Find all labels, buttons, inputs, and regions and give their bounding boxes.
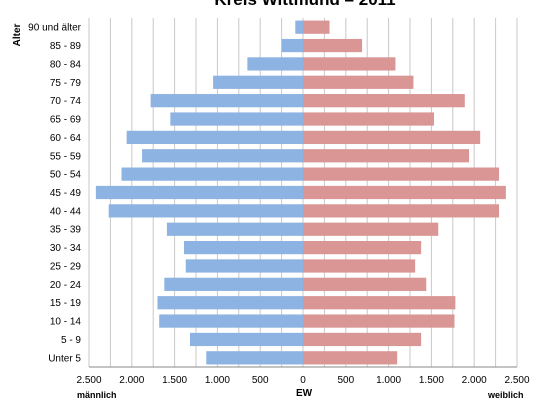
bar-male [166,222,303,236]
x-tick-label: 1.000 [376,375,401,386]
bar-female [303,240,422,255]
y-tick-label: 20 - 24 [50,280,82,291]
bar-male [142,149,303,163]
female-label: weiblich [487,390,524,400]
bar-male [108,204,303,218]
y-tick-label: 15 - 19 [50,298,82,309]
bar-male [95,185,304,200]
chart-title: Kreis Wittmund – 2011 [214,0,395,9]
bar-male [295,20,303,34]
x-tick-label: 1.500 [419,375,444,386]
bar-male [126,130,303,145]
bar-female [303,112,434,126]
y-tick-label: 45 - 49 [50,188,82,199]
y-tick-label: 75 - 79 [50,78,82,89]
bar-female [303,185,506,200]
male-label: männlich [77,390,117,400]
bar-male [159,314,303,328]
x-tick-label: 500 [337,375,354,386]
x-tick-label: 2.500 [504,375,529,386]
bar-male [190,332,303,347]
y-tick-label: 70 - 74 [50,96,82,107]
bar-female [303,204,500,218]
y-tick-label: 80 - 84 [50,59,82,70]
bar-female [303,222,439,236]
bar-female [303,94,465,108]
bar-female [303,20,330,34]
bar-female [303,38,363,53]
y-tick-label: 55 - 59 [50,151,82,162]
y-tick-label: 85 - 89 [50,41,82,52]
bar-female [303,75,414,89]
x-tick-labels: 2.500 2.000 1.500 1.000 500 0 500 1.000 1.500 2.0… [76,375,529,386]
bar-female [303,130,481,145]
bar-female [303,167,500,181]
y-tick-label: 50 - 54 [50,170,82,181]
bar-male [184,240,303,255]
bar-male [281,38,303,53]
bar-male [213,75,303,89]
y-tick-label: 65 - 69 [50,115,82,126]
x-tick-label: 2.500 [76,375,101,386]
y-tick-label: 10 - 14 [50,317,82,328]
bar-male [247,57,303,71]
bar-female [303,259,416,273]
bars-group [95,20,506,365]
y-tick-label: 60 - 64 [50,133,82,144]
x-axis-title: EW [296,388,313,399]
y-axis-title: Alter [12,24,23,47]
bar-female [303,314,455,328]
bar-male [150,94,303,108]
y-tick-label: 5 - 9 [61,335,81,346]
bar-female [303,296,456,310]
y-tick-label: 30 - 34 [50,243,82,254]
bar-female [303,277,427,291]
y-tick-label: 90 und älter [28,23,81,34]
y-tick-label: 40 - 44 [50,206,82,217]
y-tick-label: Unter 5 [48,353,81,364]
x-tick-label: 2.000 [119,375,144,386]
bar-male [164,277,303,291]
bar-male [206,351,303,365]
bar-male [185,259,303,273]
x-tick-label: 1.500 [162,375,187,386]
bar-male [121,167,303,181]
x-tick-label: 500 [252,375,269,386]
bar-male [157,296,303,310]
x-tick-label: 1.000 [205,375,230,386]
y-tick-labels: 90 und älter 85 - 89 80 - 84 75 - 79 70 - 74… [28,23,81,365]
bar-female [303,351,398,365]
y-tick-label: 35 - 39 [50,225,82,236]
bar-female [303,149,470,163]
bar-female [303,332,422,347]
y-tick-label: 25 - 29 [50,261,82,272]
x-tick-label: 0 [300,375,306,386]
x-tick-label: 2.000 [462,375,487,386]
bar-male [170,112,303,126]
bar-female [303,57,396,71]
